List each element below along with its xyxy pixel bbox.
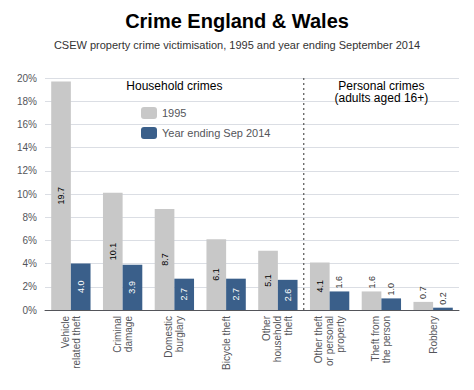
svg-text:6.1: 6.1 [211,268,221,281]
svg-text:theft: theft [283,316,294,336]
svg-text:CSEW property crime victimisat: CSEW property crime victimisation, 1995 … [54,39,420,51]
svg-text:2.7: 2.7 [179,288,189,301]
svg-text:(adults aged 16+): (adults aged 16+) [335,91,429,105]
svg-text:0.2: 0.2 [438,292,448,305]
svg-text:related theft: related theft [71,316,82,369]
svg-text:2%: 2% [23,281,38,292]
svg-text:Domestic: Domestic [163,316,174,358]
svg-text:0.7: 0.7 [418,286,428,299]
svg-text:property: property [335,316,346,353]
svg-text:Other: Other [261,315,272,341]
svg-text:19.7: 19.7 [56,187,66,205]
svg-text:2.7: 2.7 [231,288,241,301]
svg-text:1995: 1995 [162,107,186,119]
svg-text:household: household [272,316,283,362]
svg-text:3.9: 3.9 [127,281,137,294]
svg-text:2.6: 2.6 [283,289,293,302]
svg-text:5.1: 5.1 [263,274,273,287]
svg-text:14%: 14% [17,142,37,153]
svg-text:Year ending Sep 2014: Year ending Sep 2014 [162,127,270,139]
svg-text:Vehicle: Vehicle [60,316,71,349]
svg-text:Crime England & Wales: Crime England & Wales [125,10,349,32]
svg-text:4.0: 4.0 [76,281,86,294]
svg-text:1.6: 1.6 [334,276,344,289]
svg-text:the person: the person [381,316,392,363]
svg-text:Household crimes: Household crimes [126,79,222,93]
svg-text:Criminal: Criminal [112,316,123,353]
svg-text:10%: 10% [17,189,37,200]
svg-text:4%: 4% [23,258,38,269]
svg-text:8%: 8% [23,212,38,223]
svg-text:damage: damage [123,316,134,353]
svg-text:20%: 20% [17,73,37,84]
svg-text:Bicycle theft: Bicycle theft [221,316,232,370]
svg-text:Theft from: Theft from [370,316,381,362]
svg-text:18%: 18% [17,96,37,107]
svg-text:8.7: 8.7 [160,253,170,266]
svg-text:16%: 16% [17,119,37,130]
svg-text:Personal crimes: Personal crimes [338,79,425,93]
svg-text:burglary: burglary [174,316,185,352]
svg-text:10.1: 10.1 [108,243,118,261]
svg-text:Robbery: Robbery [428,316,439,354]
svg-text:Other theft: Other theft [313,316,324,363]
svg-text:1.0: 1.0 [386,283,396,296]
svg-text:or personal: or personal [324,316,335,366]
svg-text:1.6: 1.6 [367,276,377,289]
svg-text:0%: 0% [23,305,38,316]
svg-text:4.1: 4.1 [315,280,325,293]
svg-text:6%: 6% [23,235,38,246]
svg-text:12%: 12% [17,165,37,176]
